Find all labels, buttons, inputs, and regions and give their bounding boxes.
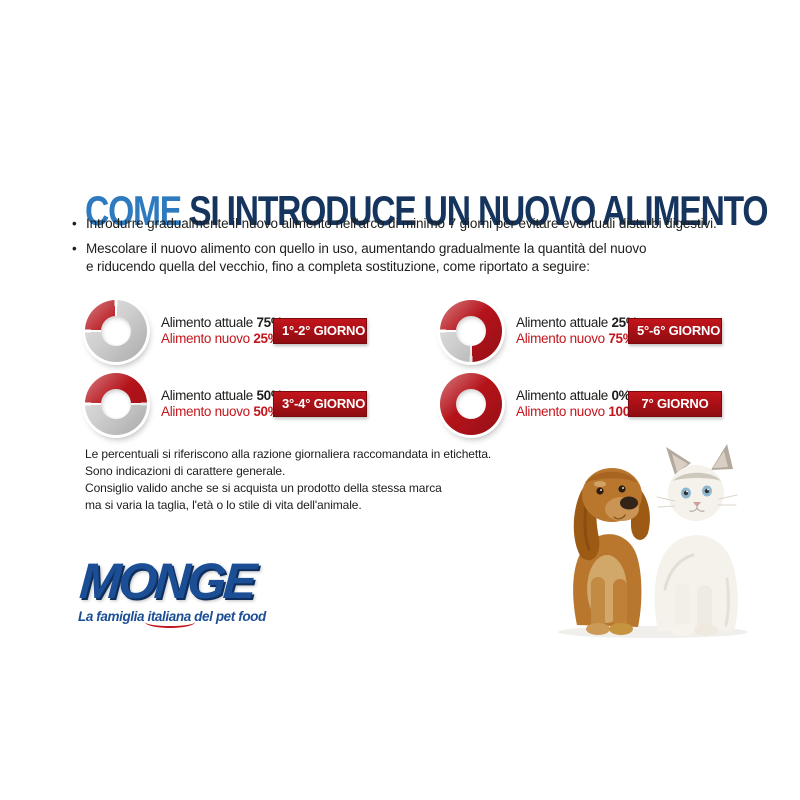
current-food-label: Alimento attuale 25% xyxy=(516,315,638,330)
intro-bullet-list: Introdurre gradualmente il nuovo aliment… xyxy=(70,215,760,283)
current-food-label: Alimento attuale 75% xyxy=(161,315,283,330)
new-food-label: Alimento nuovo 25% xyxy=(161,331,280,346)
day-badge: 7° GIORNO xyxy=(628,391,722,417)
monge-logo-wordmark: MONGE xyxy=(77,553,256,609)
day-badge: 5°-6° GIORNO xyxy=(628,318,722,344)
day-badge: 1°-2° GIORNO xyxy=(273,318,367,344)
bullet-item: Introdurre gradualmente il nuovo aliment… xyxy=(70,215,760,233)
schedule-item-day-3-4: Alimento attuale 50% Alimento nuovo 50% … xyxy=(85,371,367,437)
donut-chart-day-1-2 xyxy=(85,300,147,362)
current-food-label: Alimento attuale 50% xyxy=(161,388,283,403)
schedule-item-day-1-2: Alimento attuale 75% Alimento nuovo 25% … xyxy=(85,298,367,364)
donut-chart-day-3-4 xyxy=(85,373,147,435)
note-line: ma si varia la taglia, l'età o lo stile … xyxy=(85,498,362,512)
ratio-labels: Alimento attuale 0% Alimento nuovo 100% xyxy=(516,388,642,420)
donut-chart-day-5-6 xyxy=(440,300,502,362)
disclaimer-note: Le percentuali si riferiscono alla razio… xyxy=(85,446,491,514)
new-food-label: Alimento nuovo 100% xyxy=(516,404,642,419)
current-food-label: Alimento attuale 0% xyxy=(516,388,631,403)
ratio-labels: Alimento attuale 50% Alimento nuovo 50% xyxy=(161,388,283,420)
new-food-label: Alimento nuovo 50% xyxy=(161,404,280,419)
donut-chart-day-7 xyxy=(440,373,502,435)
bullet-item: Mescolare il nuovo alimento con quello i… xyxy=(70,240,760,276)
schedule-item-day-7: Alimento attuale 0% Alimento nuovo 100% … xyxy=(440,371,722,437)
monge-logo-tagline: La famiglia italiana del pet food xyxy=(78,609,266,624)
puppy-and-kitten-photo xyxy=(558,444,748,638)
schedule-item-day-5-6: Alimento attuale 25% Alimento nuovo 75% … xyxy=(440,298,722,364)
ratio-labels: Alimento attuale 75% Alimento nuovo 25% xyxy=(161,315,283,347)
monge-logo: MONGE La famiglia italiana del pet food xyxy=(77,553,288,624)
day-badge: 3°-4° GIORNO xyxy=(273,391,367,417)
new-food-label: Alimento nuovo 75% xyxy=(516,331,635,346)
ratio-labels: Alimento attuale 25% Alimento nuovo 75% xyxy=(516,315,638,347)
note-line: Consiglio valido anche se si acquista un… xyxy=(85,481,442,495)
note-line: Le percentuali si riferiscono alla razio… xyxy=(85,447,492,461)
note-line: Sono indicazioni di carattere generale. xyxy=(85,464,286,478)
tagline-italiana-underlined: italiana xyxy=(147,609,191,624)
